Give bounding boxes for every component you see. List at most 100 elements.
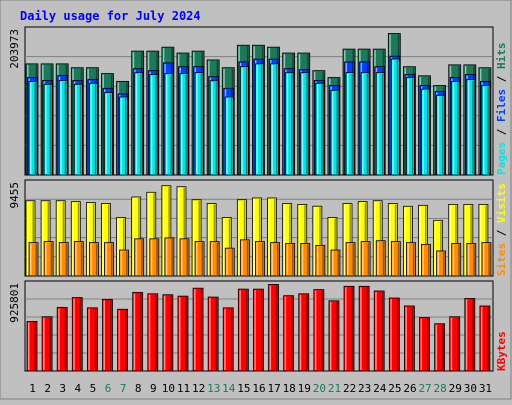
bar-highlight: [148, 294, 151, 370]
bar-shadow: [396, 59, 399, 175]
bar-shadow: [258, 198, 261, 275]
bar-kbytes-5: [86, 307, 98, 372]
bar-kbytes-4: [71, 297, 83, 372]
bar-shadow: [170, 295, 172, 370]
x-tick-label: 19: [298, 382, 311, 395]
bar-shadow: [155, 75, 157, 174]
bar-body: [300, 72, 310, 176]
bar-shadow: [230, 308, 233, 370]
bar-kbytes-2: [41, 316, 53, 372]
bar-body: [88, 242, 99, 277]
bar-shadow: [126, 251, 128, 275]
bar-highlight: [30, 243, 32, 275]
bar-sites-8: [134, 238, 145, 277]
bar-shadow: [261, 242, 264, 275]
bar-highlight: [196, 73, 198, 174]
bar-shadow: [77, 202, 80, 275]
bar-shadow: [349, 204, 352, 275]
legend-kbytes: KBytes: [495, 331, 508, 371]
bar-highlight: [165, 74, 168, 174]
bar-highlight: [392, 242, 394, 275]
bar-highlight: [467, 244, 470, 275]
bar-shadow: [379, 201, 382, 275]
bar-pages-1: [28, 80, 38, 176]
bar-body: [330, 89, 340, 176]
bar-shadow: [35, 243, 37, 275]
bar-shadow: [427, 318, 429, 370]
bar-shadow: [231, 249, 234, 275]
bar-highlight: [57, 201, 59, 275]
bar-highlight: [90, 84, 92, 174]
bar-shadow: [396, 299, 399, 370]
bar-shadow: [213, 204, 216, 275]
bar-kbytes-11: [177, 295, 189, 372]
bar-shadow: [276, 285, 278, 370]
bar-pages-30: [466, 79, 476, 176]
bar-highlight: [209, 298, 211, 370]
bar-highlight: [60, 243, 62, 275]
bar-highlight: [132, 197, 135, 275]
bar-shadow: [246, 240, 249, 275]
bar-sites-27: [421, 243, 431, 277]
bar-body: [224, 247, 235, 277]
legend-visits: Visits: [495, 183, 508, 223]
bar-highlight: [283, 204, 286, 275]
bar-body: [239, 239, 250, 277]
bar-kbytes-26: [404, 305, 415, 372]
bar-shadow: [185, 297, 187, 370]
bar-pages-24: [375, 72, 385, 176]
bar-shadow: [364, 202, 367, 275]
bar-sites-17: [270, 242, 280, 277]
x-tick-label: 10: [162, 382, 175, 395]
bar-shadow: [141, 239, 143, 275]
bar-body: [194, 241, 205, 277]
bar-shadow: [171, 238, 173, 275]
bar-shadow: [92, 203, 95, 275]
bar-body: [406, 77, 415, 176]
bar-shadow: [336, 301, 338, 370]
bar-highlight: [347, 73, 349, 174]
bar-shadow: [79, 298, 82, 370]
bar-shadow: [457, 82, 459, 174]
bar-highlight: [314, 290, 317, 370]
bar-sites-25: [390, 241, 401, 277]
bar-body: [207, 296, 219, 372]
bar-shadow: [228, 218, 231, 275]
bar-kbytes-27: [419, 317, 430, 372]
bar-shadow: [428, 245, 430, 275]
bar-shadow: [215, 81, 218, 174]
bar-pages-25: [390, 58, 400, 176]
bar-shadow: [411, 78, 414, 174]
x-tick-label: 2: [44, 382, 51, 395]
bar-highlight: [269, 285, 272, 370]
bar-body: [406, 242, 416, 277]
bar-kbytes-3: [56, 306, 68, 372]
x-tick-label: 17: [267, 382, 280, 395]
bar-body: [149, 74, 159, 176]
bar-sites-7: [119, 249, 129, 277]
bar-body: [270, 242, 280, 277]
bar-sites-30: [466, 243, 477, 277]
series-visits: [25, 185, 489, 277]
bar-body: [41, 316, 53, 372]
bar-highlight: [120, 251, 123, 275]
bar-sites-20: [315, 244, 326, 277]
bar-highlight: [345, 287, 347, 370]
bar-shadow: [473, 244, 475, 275]
bar-highlight: [58, 308, 60, 370]
bar-highlight: [75, 85, 77, 174]
bar-shadow: [123, 218, 125, 275]
bar-shadow: [488, 243, 490, 275]
bar-pages-21: [330, 89, 340, 176]
panel-legend: Pages / Files / Hits: [495, 43, 508, 176]
bar-highlight: [163, 295, 166, 370]
bar-body: [255, 63, 264, 176]
bar-pages-15: [239, 66, 249, 176]
legend-pages: Pages: [495, 142, 508, 175]
bar-highlight: [253, 198, 255, 275]
bar-shadow: [321, 84, 323, 174]
bar-shadow: [125, 310, 127, 370]
bar-shadow: [156, 239, 158, 275]
bar-body: [466, 243, 477, 277]
